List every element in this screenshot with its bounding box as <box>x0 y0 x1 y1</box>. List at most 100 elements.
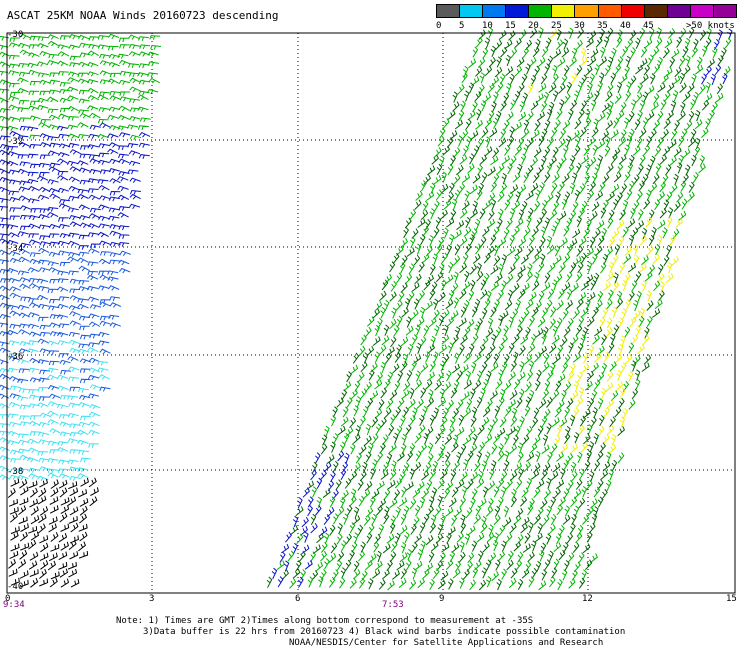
wind-barb <box>29 252 41 258</box>
wind-barb <box>358 550 366 562</box>
wind-barb <box>525 299 534 310</box>
wind-barb <box>451 514 458 527</box>
wind-barb <box>525 425 533 437</box>
wind-barb <box>287 550 295 562</box>
wind-barb <box>459 236 468 247</box>
wind-barb <box>28 340 40 346</box>
wind-barb <box>332 513 339 525</box>
wind-barb <box>558 525 565 537</box>
wind-barb <box>413 516 420 528</box>
wind-barb <box>88 411 101 418</box>
wind-barb <box>543 91 550 103</box>
wind-barb <box>464 270 470 283</box>
wind-barb <box>29 431 41 436</box>
wind-barb <box>438 315 445 327</box>
wind-barb <box>643 144 651 156</box>
wind-barb <box>450 470 457 482</box>
wind-barb <box>483 378 489 391</box>
wind-barb <box>27 62 39 68</box>
wind-barb <box>608 443 617 455</box>
wind-barb <box>394 380 401 392</box>
wind-barb <box>443 227 449 239</box>
wind-barb <box>355 425 361 437</box>
wind-barb <box>79 42 91 48</box>
wind-barb <box>78 234 90 240</box>
wind-barb <box>566 532 574 544</box>
wind-barb <box>533 271 540 284</box>
wind-barb <box>484 298 491 310</box>
wind-barb <box>29 35 41 41</box>
wind-barb <box>0 79 11 85</box>
wind-barb <box>38 421 50 428</box>
wind-barb <box>99 320 111 327</box>
wind-barb <box>68 481 78 490</box>
wind-barb <box>345 533 353 545</box>
wind-barb <box>570 282 579 293</box>
wind-barb <box>58 133 69 139</box>
wind-barb <box>723 66 731 77</box>
wind-barb <box>523 119 530 131</box>
wind-barb <box>78 449 90 455</box>
wind-barb <box>571 172 578 184</box>
wind-barb <box>479 289 488 300</box>
wind-barb <box>19 404 31 410</box>
wind-barb <box>501 155 511 165</box>
wind-barb <box>391 570 401 580</box>
wind-barb <box>49 278 61 284</box>
wind-barb <box>9 375 21 382</box>
wind-barb <box>415 370 421 382</box>
wind-barb <box>608 261 615 274</box>
wind-barb <box>49 428 61 434</box>
wind-barb <box>138 63 150 69</box>
wind-barb <box>587 292 596 302</box>
wind-barb <box>605 120 614 131</box>
wind-barb <box>446 532 452 544</box>
wind-barb <box>68 376 80 382</box>
wind-barb <box>7 150 19 157</box>
wind-barb <box>606 108 612 120</box>
wind-barb <box>558 138 566 149</box>
wind-barb <box>345 426 354 437</box>
wind-barb <box>650 101 659 112</box>
wind-barb <box>611 47 617 60</box>
wind-barb <box>146 88 159 95</box>
wind-barb <box>602 253 609 266</box>
wind-barb <box>616 36 623 48</box>
wind-barb <box>79 315 91 321</box>
wind-barb <box>600 46 606 59</box>
wind-barb <box>622 226 629 238</box>
wind-barb <box>589 470 595 483</box>
wind-barb <box>109 252 121 258</box>
wind-barb <box>0 446 10 452</box>
wind-barb <box>366 532 373 544</box>
wind-barb <box>523 461 532 472</box>
wind-barb <box>29 331 41 337</box>
wind-barb <box>68 185 80 192</box>
wind-barb <box>366 316 375 327</box>
wind-barb <box>8 116 20 122</box>
wind-barb <box>139 44 151 50</box>
wind-barb <box>109 178 121 184</box>
wind-barb <box>500 100 507 112</box>
wind-barb <box>18 329 30 335</box>
wind-barb <box>634 369 641 381</box>
wind-barb <box>371 513 378 526</box>
wind-barb <box>509 470 518 482</box>
wind-barb <box>554 435 561 447</box>
wind-barb <box>589 236 596 248</box>
wind-barb <box>400 415 406 427</box>
wind-barb <box>489 390 498 400</box>
wind-barb <box>37 387 49 392</box>
wind-barb <box>48 166 60 172</box>
wind-barb <box>88 321 101 328</box>
wind-barb <box>438 425 446 437</box>
wind-barb <box>478 84 485 96</box>
wind-barb <box>97 94 109 101</box>
wind-barb <box>0 186 10 193</box>
wind-barb <box>646 111 655 122</box>
wind-barb <box>512 200 521 211</box>
wind-barb <box>58 223 70 230</box>
wind-barb <box>541 444 550 455</box>
wind-barb <box>638 315 645 328</box>
wind-barb <box>715 92 724 103</box>
